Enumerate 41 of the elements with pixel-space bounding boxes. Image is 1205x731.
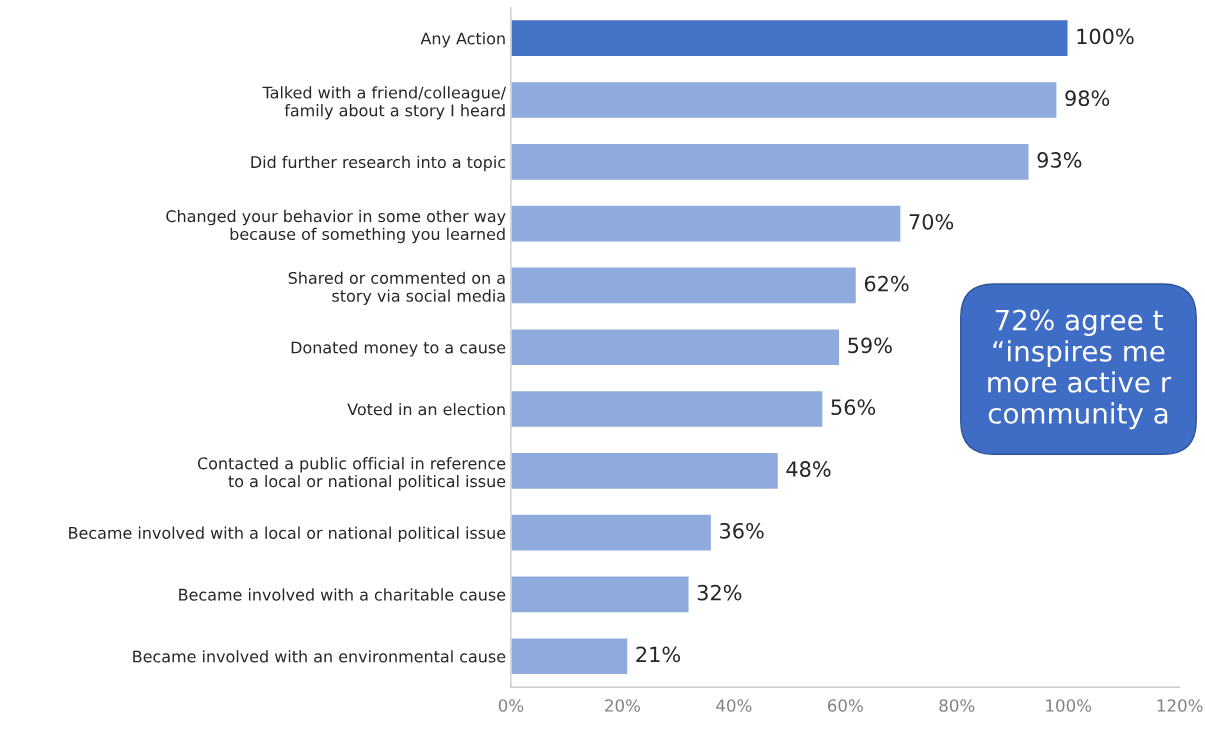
bar	[510, 451, 780, 491]
x-tick-label: 120%	[1157, 699, 1203, 712]
data-label: 70%	[909, 213, 954, 230]
bar	[510, 637, 629, 676]
bar	[510, 389, 824, 429]
data-label: 32%	[697, 584, 742, 601]
y-tick-label: Contacted a public official in reference to a local or national political issue	[197, 457, 506, 491]
y-tick-label: Shared or commented on a story via social media	[288, 271, 505, 305]
bar	[510, 513, 713, 552]
x-tick-label: 20%	[605, 699, 640, 712]
y-tick-label: Talked with a friend/colleague/ family about a story I heard	[262, 86, 507, 120]
bar	[510, 204, 902, 243]
y-tick-label: Became involved with a charitable cause	[179, 588, 506, 601]
bar	[510, 142, 1030, 182]
data-label: 59%	[848, 337, 892, 354]
x-tick-label: 40%	[716, 699, 752, 712]
y-tick-label: Became involved with a local or national political issue	[69, 526, 506, 543]
data-label: 93%	[1037, 152, 1082, 168]
y-tick-label: Did further research into a topic	[251, 155, 506, 172]
x-tick-label: 60%	[827, 699, 863, 712]
data-label: 21%	[636, 646, 681, 663]
bar	[510, 18, 1069, 58]
y-tick-label: Became involved with an environmental cause	[133, 650, 506, 663]
y-tick-label: Changed your behavior in some other way because of something you learned	[166, 209, 506, 244]
x-tick-label: 100%	[1046, 699, 1092, 712]
data-label: 100%	[1077, 28, 1134, 45]
y-tick-label: Any Action	[420, 32, 505, 48]
data-label: 48%	[786, 461, 831, 477]
bar	[510, 266, 858, 305]
data-label: 98%	[1065, 90, 1110, 107]
bar	[510, 327, 841, 367]
annotation: 72% agree t “inspires me more active r community a	[988, 309, 1172, 430]
bar	[510, 80, 1058, 120]
data-label: 36%	[720, 522, 764, 539]
data-label: 62%	[864, 275, 909, 292]
x-tick-label: 80%	[939, 699, 975, 712]
y-tick-label: Voted in an election	[347, 402, 505, 416]
data-label: 56%	[831, 399, 876, 416]
x-tick-label: 0%	[498, 699, 524, 712]
bar	[510, 575, 690, 614]
y-tick-label: Donated money to a cause	[291, 341, 506, 357]
